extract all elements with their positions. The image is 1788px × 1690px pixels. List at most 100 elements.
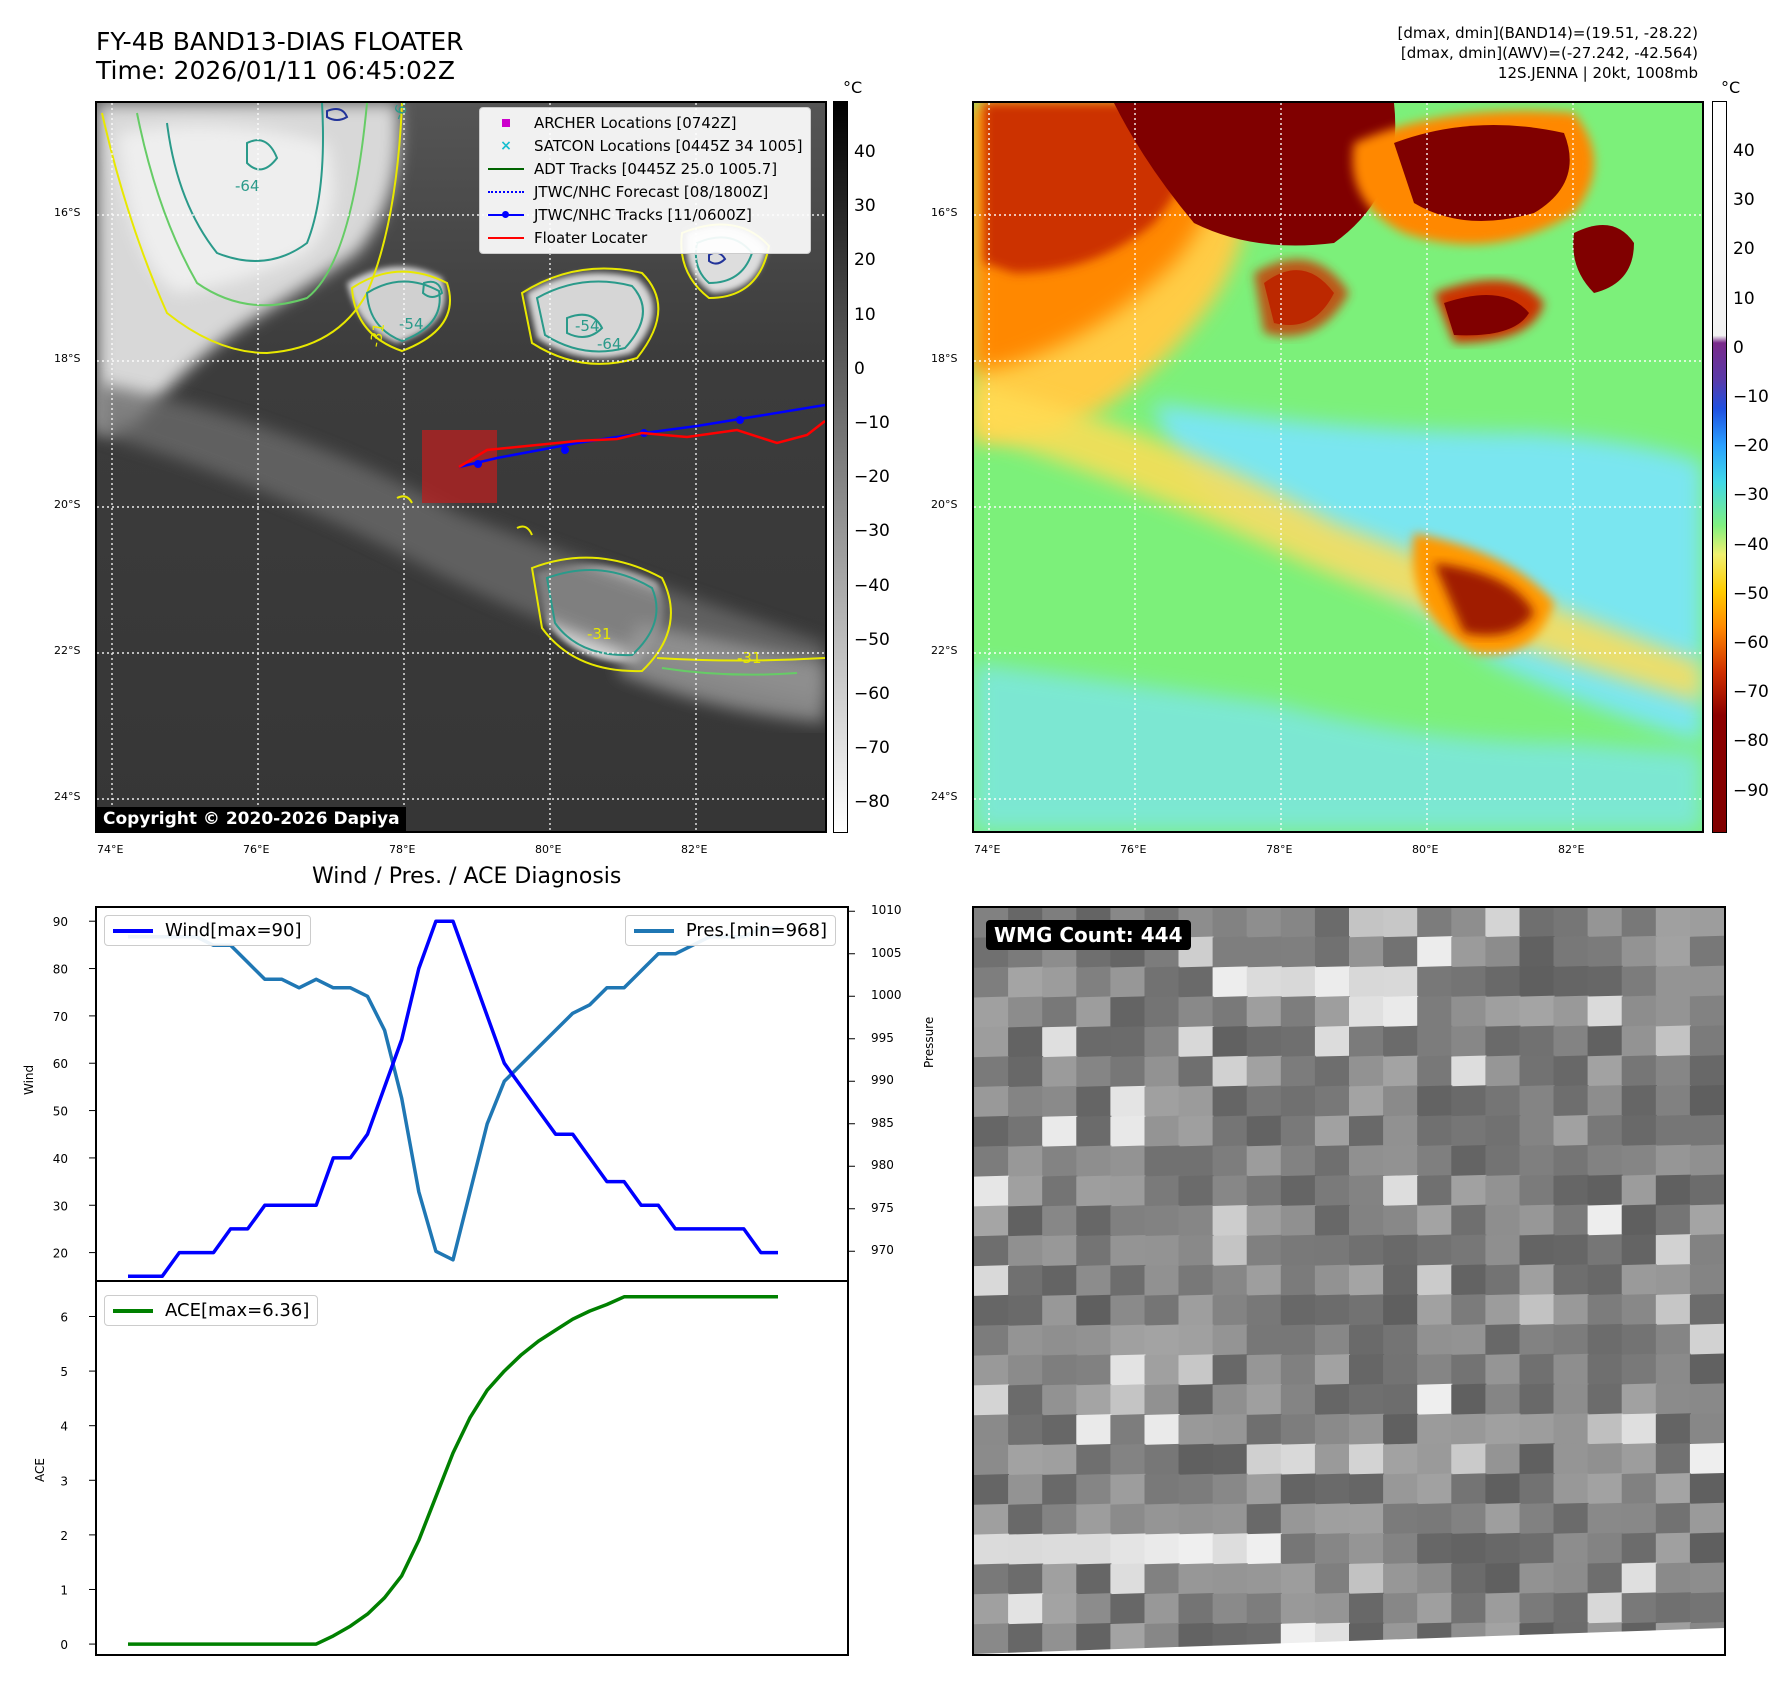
figure-time: Time: 2026/01/11 06:45:02Z bbox=[96, 56, 455, 85]
ace-tick-label: 1 bbox=[60, 1583, 68, 1597]
lat-label: 24°S bbox=[931, 790, 958, 803]
pressure-tick-label: 980 bbox=[871, 1158, 894, 1173]
lat-label: 22°S bbox=[931, 644, 958, 657]
colorbar-tick-label: 30 bbox=[854, 196, 876, 217]
colorbar-tick-label: 0 bbox=[854, 358, 865, 379]
pressure-series-line bbox=[128, 926, 778, 1262]
colorbar-tick-label: −60 bbox=[854, 684, 890, 704]
wv-colorbar bbox=[1712, 101, 1727, 833]
lon-label: 82°E bbox=[1558, 843, 1585, 856]
wind-tick-label: 50 bbox=[53, 1105, 68, 1119]
legend-adt: ADT Tracks [0445Z 25.0 1005.7] bbox=[488, 157, 802, 180]
wind-tick-label: 30 bbox=[53, 1199, 68, 1213]
wmg-panel: WMG Count: 444 bbox=[972, 906, 1726, 1656]
wind-series-line bbox=[128, 919, 778, 1279]
lat-label: 16°S bbox=[931, 206, 958, 219]
colorbar-tick-label: 20 bbox=[1733, 239, 1755, 260]
lon-label: 80°E bbox=[1412, 843, 1439, 856]
lon-label: 82°E bbox=[681, 843, 708, 856]
colorbar-tick-label: −40 bbox=[1733, 534, 1769, 555]
colorbar-tick-label: 40 bbox=[1733, 141, 1755, 161]
top-axes-frame bbox=[95, 906, 849, 1282]
legend-archer: ARCHER Locations [0742Z] bbox=[488, 111, 802, 134]
colorbar-tick-label: −40 bbox=[854, 575, 890, 596]
lon-label: 78°E bbox=[1266, 843, 1293, 856]
pressure-tick-label: 995 bbox=[871, 1030, 894, 1045]
pressure-legend: Pres.[min=968] bbox=[624, 915, 836, 946]
colorbar-tick-label: −30 bbox=[854, 521, 890, 542]
ace-series-line bbox=[128, 1295, 778, 1646]
info-storm: 12S.JENNA | 20kt, 1008mb bbox=[1497, 64, 1698, 82]
legend-jtwc-forecast: JTWC/NHC Forecast [08/1800Z] bbox=[488, 180, 802, 203]
wind-tick-label: 80 bbox=[53, 963, 68, 977]
contour-label: -64 bbox=[597, 335, 622, 353]
colorbar-tick-label: −60 bbox=[1733, 633, 1769, 653]
colorbar-tick-label: −70 bbox=[854, 738, 890, 759]
colorbar-tick-label: −80 bbox=[1733, 731, 1769, 752]
colorbar-tick-label: −90 bbox=[1733, 780, 1769, 801]
wind-tick-label: 70 bbox=[53, 1010, 68, 1024]
colorbar-tick-label: −20 bbox=[1733, 436, 1769, 457]
ace-axis-label: ACE bbox=[33, 1458, 47, 1482]
ir-colorbar bbox=[833, 101, 848, 833]
lat-label: 18°S bbox=[931, 352, 958, 365]
colorbar-tick-label: −10 bbox=[854, 413, 890, 433]
copyright-label: Copyright © 2020-2026 Dapiya bbox=[97, 807, 406, 831]
colorbar-tick-label: −50 bbox=[1733, 583, 1769, 604]
contour-label: -31 bbox=[737, 649, 762, 667]
diagnosis-title: Wind / Pres. / ACE Diagnosis bbox=[312, 864, 622, 889]
colorbar-tick-label: 30 bbox=[1733, 190, 1755, 211]
wv-colorbar-unit: °C bbox=[1721, 78, 1741, 97]
pressure-tick-label: 975 bbox=[871, 1200, 894, 1215]
info-band14: [dmax, dmin](BAND14)=(19.51, -28.22) bbox=[1397, 24, 1698, 42]
wind-tick-label: 40 bbox=[53, 1152, 68, 1166]
ir-map-panel: -64 -64 -54 -31 -54 -64 -31 -31 bbox=[95, 101, 827, 833]
lat-label: 18°S bbox=[54, 352, 81, 365]
lat-label: 24°S bbox=[54, 790, 81, 803]
wind-legend: Wind[max=90] bbox=[104, 915, 311, 946]
ace-legend: ACE[max=6.36] bbox=[104, 1295, 319, 1326]
contour-label: -64 bbox=[235, 177, 260, 195]
colorbar-tick-label: 0 bbox=[1733, 337, 1744, 358]
lon-label: 76°E bbox=[243, 843, 270, 856]
lon-label: 74°E bbox=[974, 843, 1001, 856]
figure-title: FY-4B BAND13-DIAS FLOATER bbox=[96, 27, 464, 56]
lon-label: 74°E bbox=[97, 843, 124, 856]
colorbar-tick-label: −20 bbox=[854, 467, 890, 488]
pressure-tick-label: 1010 bbox=[871, 903, 902, 918]
wmg-blank-corner bbox=[974, 1628, 1724, 1654]
pressure-tick-label: 985 bbox=[871, 1115, 894, 1130]
pressure-tick-label: 990 bbox=[871, 1073, 894, 1088]
lon-label: 80°E bbox=[535, 843, 562, 856]
ace-tick-label: 4 bbox=[60, 1420, 68, 1434]
colorbar-tick-label: −50 bbox=[854, 629, 890, 650]
ir-colorbar-unit: °C bbox=[843, 78, 863, 97]
wmg-count-badge: WMG Count: 444 bbox=[986, 920, 1191, 950]
colorbar-tick-label: 20 bbox=[854, 250, 876, 271]
diagnosis-chart-svg: 20 30 40 50 60 70 80 90 0 1 2 3 4 5 6 bbox=[53, 906, 855, 1656]
floater-track-line bbox=[458, 420, 825, 469]
ace-tick-label: 3 bbox=[60, 1474, 68, 1488]
info-awv: [dmax, dmin](AWV)=(-27.242, -42.564) bbox=[1400, 44, 1698, 62]
contour-label: -31 bbox=[587, 625, 612, 643]
lat-label: 16°S bbox=[54, 206, 81, 219]
lon-label: 78°E bbox=[389, 843, 416, 856]
colorbar-tick-label: 10 bbox=[854, 304, 876, 325]
colorbar-tick-label: 10 bbox=[1733, 288, 1755, 309]
wmg-image bbox=[974, 908, 1724, 1654]
wind-axis-label: Wind bbox=[22, 1064, 36, 1095]
pressure-axis-label: Pressure bbox=[922, 1016, 936, 1068]
lat-label: 20°S bbox=[54, 498, 81, 511]
contour-label: -31 bbox=[366, 321, 388, 348]
colorbar-tick-label: −10 bbox=[1733, 387, 1769, 407]
colorbar-tick-label: 40 bbox=[854, 142, 876, 162]
diagnosis-chart: 20 30 40 50 60 70 80 90 0 1 2 3 4 5 6 Wind[max=90] Pre… bbox=[53, 906, 855, 1656]
lon-label: 76°E bbox=[1120, 843, 1147, 856]
legend-jtwc-tracks: JTWC/NHC Tracks [11/0600Z] bbox=[488, 203, 802, 226]
colorbar-tick-label: −80 bbox=[854, 792, 890, 813]
wind-tick-label: 90 bbox=[53, 915, 68, 929]
ace-tick-label: 2 bbox=[60, 1529, 68, 1543]
lat-label: 20°S bbox=[931, 498, 958, 511]
map-legend: ARCHER Locations [0742Z] × SATCON Locati… bbox=[479, 107, 812, 254]
wv-map-panel bbox=[972, 101, 1704, 833]
